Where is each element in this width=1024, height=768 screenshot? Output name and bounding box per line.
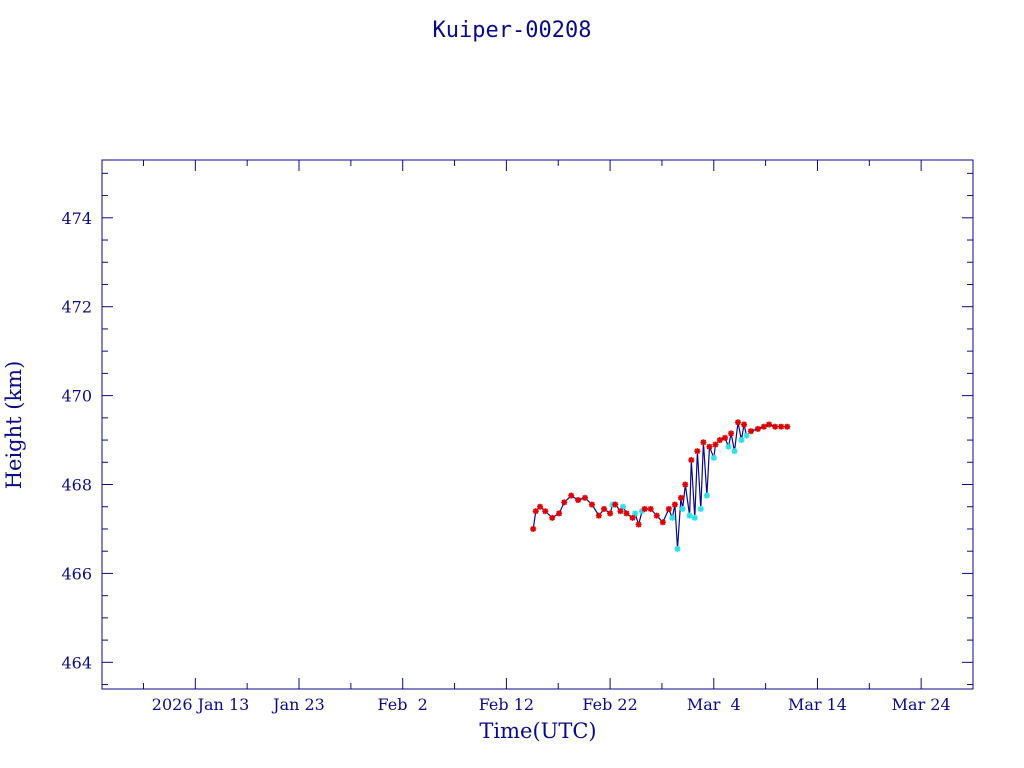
data-point-red [601, 505, 608, 512]
data-point-red [682, 481, 689, 488]
data-point-red [722, 434, 729, 441]
data-point-red [677, 494, 684, 501]
y-tick-label: 468 [61, 476, 92, 495]
data-point-red [607, 510, 614, 517]
data-point-cyan [620, 503, 627, 510]
data-series [530, 419, 791, 552]
data-point-red [629, 514, 636, 521]
data-point-red [537, 503, 544, 510]
data-point-red [734, 419, 741, 426]
data-point-red [659, 519, 666, 526]
x-tick-labels: 2026 Jan 13 Jan 23 Feb 2 Feb 12 Feb 22 Mar 4 M… [152, 695, 951, 714]
data-point-cyan [731, 448, 738, 455]
data-point-red [647, 505, 654, 512]
data-point-red [716, 437, 723, 444]
y-tick-label: 464 [61, 653, 92, 672]
plot-frame [101, 159, 974, 690]
data-point-red [530, 525, 537, 532]
data-point-red [728, 430, 735, 437]
x-tick-label: Feb 12 [479, 695, 534, 714]
data-point-cyan [669, 514, 676, 521]
data-point-red [588, 501, 595, 508]
data-point-cyan [674, 545, 681, 552]
data-point-red [641, 505, 648, 512]
data-point-red [778, 423, 785, 430]
y-tick-label: 470 [61, 387, 92, 406]
data-point-red [549, 514, 556, 521]
data-point-red [754, 425, 761, 432]
data-point-red [700, 439, 707, 446]
data-point-cyan [743, 432, 750, 439]
y-axis-label: Height (km) [2, 361, 26, 490]
y-tick-labels: 464 466 468 470 472 474 [61, 209, 92, 673]
data-point-cyan [703, 492, 710, 499]
data-point-red [671, 501, 678, 508]
y-tick-label: 474 [61, 209, 92, 228]
data-point-red [635, 521, 642, 528]
x-tick-label: Jan 23 [271, 695, 325, 714]
data-point-red [766, 421, 773, 428]
data-point-red [706, 443, 713, 450]
x-tick-label: Mar 24 [892, 695, 951, 714]
x-tick-label: 2026 Jan 13 [152, 695, 250, 714]
data-point-cyan [738, 437, 745, 444]
data-point-red [712, 441, 719, 448]
data-point-red [694, 448, 701, 455]
axis-ticks [102, 160, 974, 689]
data-point-cyan [632, 510, 639, 517]
data-point-red [747, 428, 754, 435]
data-point-cyan [679, 505, 686, 512]
chart-title: Kuiper-00208 [433, 18, 592, 43]
data-point-red [556, 510, 563, 517]
x-tick-label: Feb 22 [582, 695, 637, 714]
series-line [532, 422, 788, 550]
data-point-cyan [725, 443, 732, 450]
x-tick-label: Mar 14 [788, 695, 847, 714]
data-point-cyan [710, 454, 717, 461]
data-point-red [772, 423, 779, 430]
data-point-red [623, 510, 630, 517]
data-point-red [612, 501, 619, 508]
data-point-red [653, 512, 660, 519]
data-point-red [532, 508, 539, 515]
data-point-red [665, 505, 672, 512]
data-point-red [741, 421, 748, 428]
data-point-red [575, 497, 582, 504]
data-point-cyan [691, 514, 698, 521]
data-point-red [784, 423, 791, 430]
data-point-red [542, 508, 549, 515]
data-point-cyan [697, 505, 704, 512]
data-point-red [561, 499, 568, 506]
data-point-red [688, 457, 695, 464]
x-tick-label: Feb 2 [378, 695, 428, 714]
data-point-red [595, 512, 602, 519]
data-point-red [760, 423, 767, 430]
data-point-red [568, 492, 575, 499]
y-tick-label: 472 [61, 298, 92, 317]
data-point-cyan [686, 512, 693, 519]
y-tick-label: 466 [61, 564, 92, 583]
x-axis-label: Time(UTC) [479, 719, 596, 743]
data-point-red [617, 508, 624, 515]
data-point-red [582, 494, 589, 501]
x-tick-label: Mar 4 [687, 695, 741, 714]
